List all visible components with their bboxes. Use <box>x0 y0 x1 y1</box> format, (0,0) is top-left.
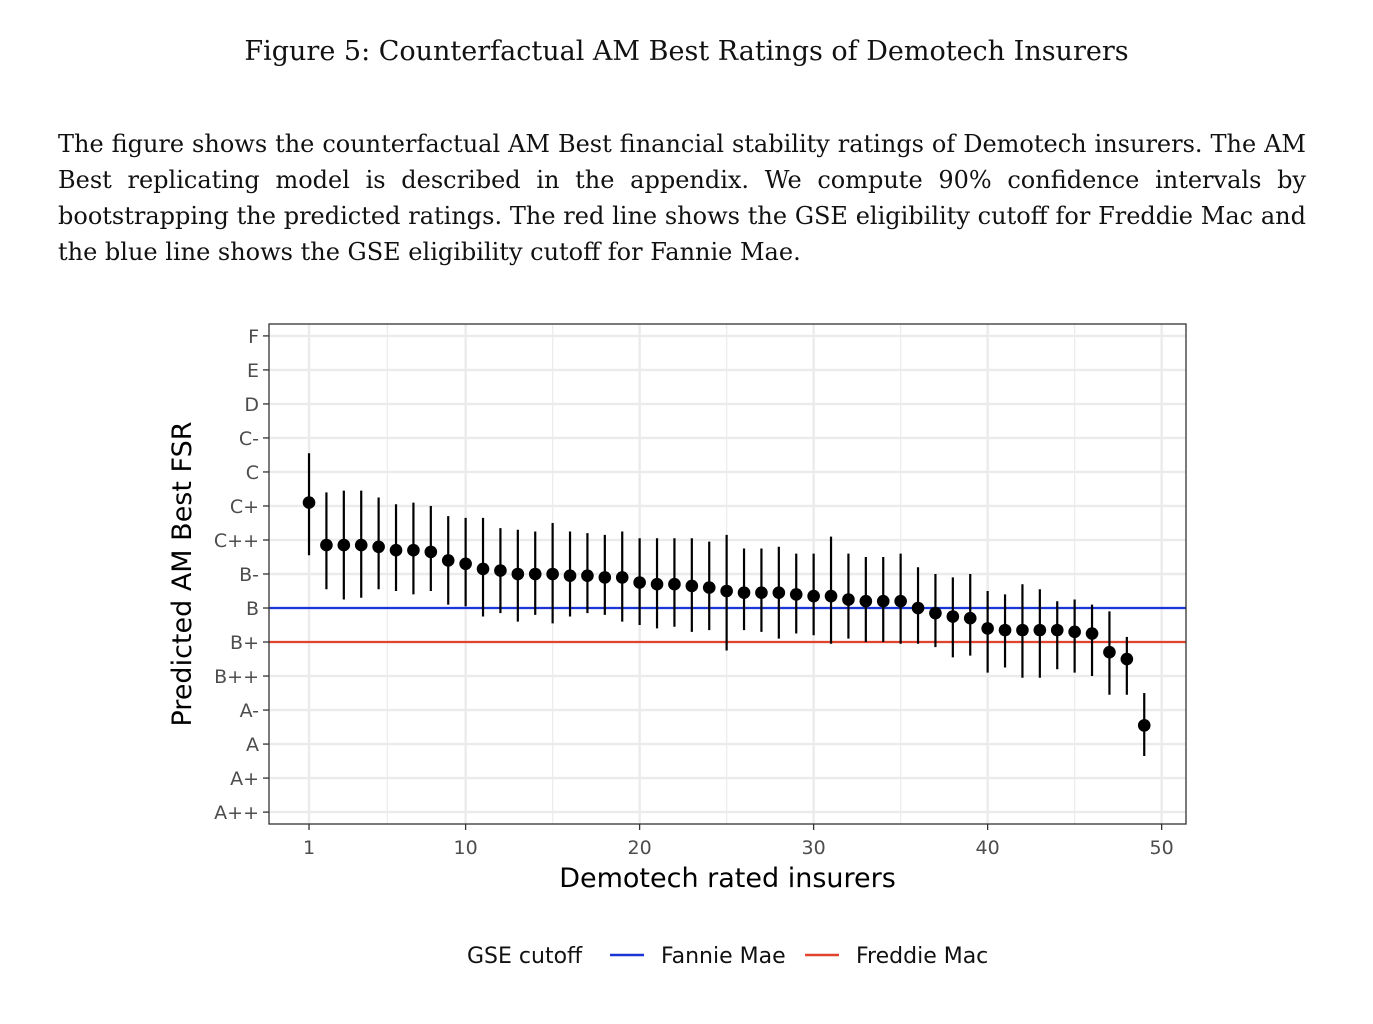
data-point <box>441 554 455 567</box>
y-tick-label: E <box>247 360 259 382</box>
data-point <box>1137 719 1151 732</box>
y-tick-label: B- <box>239 564 259 586</box>
data-point <box>528 567 542 581</box>
y-tick-label: F <box>248 326 259 348</box>
x-tick-label: 50 <box>1150 837 1174 859</box>
data-point <box>1120 652 1134 666</box>
data-point <box>459 557 472 571</box>
data-point <box>998 623 1012 637</box>
data-point <box>389 543 403 557</box>
data-point <box>911 601 925 615</box>
data-point <box>824 589 838 603</box>
data-point <box>494 564 507 577</box>
data-point <box>929 606 942 620</box>
data-point <box>894 594 907 608</box>
y-tick-label: D <box>244 394 259 416</box>
x-tick-label: 20 <box>628 837 652 859</box>
data-point <box>1016 623 1029 637</box>
y-tick-label: C+ <box>230 496 259 518</box>
grid-lines <box>269 324 1186 824</box>
data-point <box>407 543 420 557</box>
y-tick-label: C++ <box>214 530 259 552</box>
data-point <box>633 576 646 589</box>
data-point <box>859 594 873 608</box>
data-point <box>981 622 994 635</box>
data-point <box>963 611 977 625</box>
y-axis-title: Predicted AM Best FSR <box>167 421 198 726</box>
data-point <box>1033 623 1047 637</box>
data-point <box>598 571 612 584</box>
data-point <box>737 586 751 600</box>
y-tick-label: A+ <box>230 768 259 790</box>
data-point <box>685 579 699 593</box>
data-point <box>789 588 803 601</box>
legend: GSE cutoff Fannie Mae Freddie Mac <box>467 944 988 969</box>
x-tick-label: 30 <box>802 837 826 859</box>
data-point <box>615 571 629 584</box>
data-point <box>302 496 316 509</box>
data-point <box>1050 623 1064 637</box>
x-tick-label: 10 <box>454 837 478 859</box>
data-point <box>702 581 716 594</box>
y-tick-label: C- <box>239 428 259 450</box>
figure-caption: The figure shows the counterfactual AM B… <box>58 130 1306 266</box>
data-point <box>772 586 786 600</box>
data-point <box>755 586 768 600</box>
data-point <box>842 593 855 606</box>
data-point <box>1085 627 1099 640</box>
y-tick-label: B <box>246 598 259 620</box>
data-point <box>1103 645 1116 659</box>
data-point <box>946 610 960 623</box>
data-points <box>302 453 1151 756</box>
data-point <box>546 567 559 581</box>
x-tick-label: 1 <box>303 837 315 859</box>
y-tick-label: A <box>246 734 259 756</box>
data-point <box>354 538 368 552</box>
data-point <box>668 577 681 591</box>
y-tick-label: A++ <box>214 802 259 824</box>
data-point <box>720 584 733 598</box>
data-point <box>424 545 438 559</box>
x-axis-title: Demotech rated insurers <box>559 863 896 894</box>
data-point <box>511 567 525 581</box>
y-tick-label: C <box>246 462 259 484</box>
y-tick-label: B+ <box>230 632 259 654</box>
data-point <box>337 538 351 552</box>
data-point <box>320 538 333 552</box>
figure-title: Figure 5: Counterfactual AM Best Ratings… <box>244 36 1129 67</box>
data-point <box>372 540 385 554</box>
y-tick-label: B++ <box>214 666 259 688</box>
y-tick-label: A- <box>240 700 259 722</box>
data-point <box>476 562 490 576</box>
data-point <box>876 594 890 608</box>
legend-label-fannie-mae: Fannie Mae <box>661 944 786 969</box>
axes: 1 10 20 30 40 50 A++ A+ A A- B++ B+ B B- C++ C+ C C- DEF <box>214 326 1174 859</box>
legend-title: GSE cutoff <box>467 944 583 969</box>
x-tick-label: 40 <box>976 837 1000 859</box>
legend-label-freddie-mac: Freddie Mac <box>856 944 988 969</box>
data-point <box>650 577 664 591</box>
data-point <box>581 569 594 583</box>
data-point <box>1068 625 1081 639</box>
data-point <box>563 569 577 583</box>
data-point <box>807 589 820 603</box>
